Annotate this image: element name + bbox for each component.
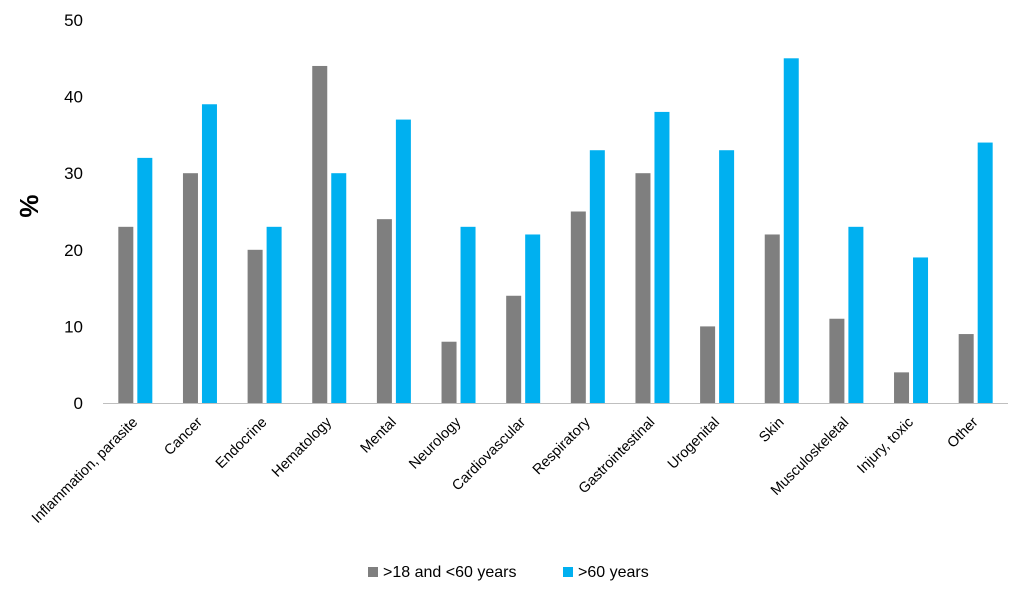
bar-age-18-60 bbox=[376, 219, 392, 403]
y-tick-label: 30 bbox=[64, 164, 83, 183]
bars bbox=[118, 58, 993, 404]
legend-swatch bbox=[368, 567, 378, 577]
legend-swatch bbox=[563, 567, 573, 577]
bar-age-18-60 bbox=[441, 341, 457, 403]
bar-age-60-plus bbox=[848, 226, 864, 403]
y-tick-label: 0 bbox=[74, 394, 83, 413]
bar-age-60-plus bbox=[331, 173, 347, 403]
bar-age-18-60 bbox=[312, 65, 328, 404]
bar-age-60-plus bbox=[654, 111, 670, 404]
y-axis-label: % bbox=[14, 194, 44, 217]
x-axis-ticks: Inflammation, parasite Cancer EndocrineHem… bbox=[29, 414, 982, 527]
x-tick-label: Injury, toxic bbox=[854, 415, 916, 477]
y-tick-label: 40 bbox=[64, 88, 83, 107]
x-tick-label: Hematology bbox=[269, 414, 336, 481]
bar-age-18-60 bbox=[764, 234, 780, 403]
bar-age-60-plus bbox=[266, 226, 282, 403]
y-axis-ticks: 0 10 20 30 40 50 bbox=[64, 11, 83, 413]
x-tick-label: Urogenital bbox=[665, 415, 723, 473]
bar-age-18-60 bbox=[570, 211, 586, 403]
x-tick-label: Cancer bbox=[161, 414, 205, 458]
bar-age-18-60 bbox=[829, 318, 845, 403]
x-tick-label: Mental bbox=[358, 415, 400, 457]
bar-age-60-plus bbox=[525, 234, 541, 403]
x-tick-label: Other bbox=[945, 414, 982, 451]
bar-age-18-60 bbox=[700, 326, 716, 403]
y-tick-label: 50 bbox=[64, 11, 83, 30]
bar-age-18-60 bbox=[247, 249, 263, 403]
bar-age-60-plus bbox=[460, 226, 476, 403]
bar-age-60-plus bbox=[913, 257, 929, 403]
x-tick-label: Neurology bbox=[406, 414, 465, 473]
bar-age-18-60 bbox=[958, 334, 974, 403]
bar-age-60-plus bbox=[783, 58, 799, 404]
bar-age-60-plus bbox=[395, 119, 411, 403]
x-tick-label: Respiratory bbox=[530, 414, 594, 478]
bar-age-60-plus bbox=[977, 142, 993, 403]
bar-age-18-60 bbox=[118, 226, 134, 403]
bar-age-60-plus bbox=[589, 150, 605, 403]
legend-label: >60 years bbox=[578, 564, 649, 581]
y-tick-label: 20 bbox=[64, 241, 83, 260]
y-tick-label: 10 bbox=[64, 317, 83, 336]
bar-age-60-plus bbox=[201, 104, 217, 403]
bar-age-18-60 bbox=[894, 372, 910, 403]
legend: >18 and <60 years >60 years bbox=[368, 564, 649, 581]
x-tick-label: Skin bbox=[756, 415, 787, 446]
bar-age-60-plus bbox=[719, 150, 735, 403]
x-tick-label: Inflammation, parasite bbox=[29, 415, 141, 527]
bar-age-60-plus bbox=[137, 157, 153, 403]
legend-label: >18 and <60 years bbox=[383, 564, 516, 581]
bar-age-18-60 bbox=[506, 295, 522, 403]
x-tick-label: Endocrine bbox=[213, 415, 270, 472]
bar-age-18-60 bbox=[635, 173, 651, 403]
bar-age-18-60 bbox=[182, 173, 198, 403]
